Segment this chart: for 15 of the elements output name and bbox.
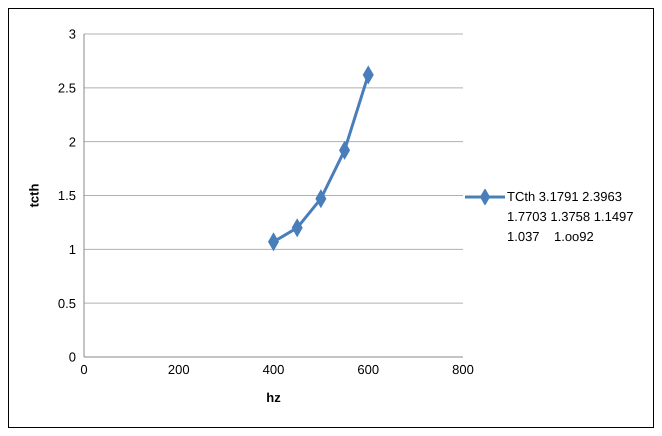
- x-axis-title: hz: [266, 390, 282, 405]
- y-tick-label: 1: [68, 242, 76, 257]
- y-tick-label: 0: [68, 350, 76, 365]
- y-tick-label: 3: [68, 26, 76, 42]
- x-tick-label: 600: [357, 362, 380, 378]
- legend-label: TCth 3.1791 2.3963 1.7703 1.3758 1.1497 1.037 1.oo92: [507, 188, 635, 246]
- y-axis-title: tcth: [26, 184, 42, 208]
- y-tick-label: 0.5: [58, 296, 76, 311]
- x-tick-label: 800: [452, 362, 474, 378]
- y-tick-label: 2: [68, 134, 76, 150]
- y-tick-label: 1.5: [58, 188, 76, 204]
- x-tick-label: 0: [80, 362, 88, 378]
- x-tick-label: 400: [262, 362, 284, 378]
- y-tick-label: 2.5: [58, 80, 76, 96]
- x-tick-label: 200: [168, 362, 190, 378]
